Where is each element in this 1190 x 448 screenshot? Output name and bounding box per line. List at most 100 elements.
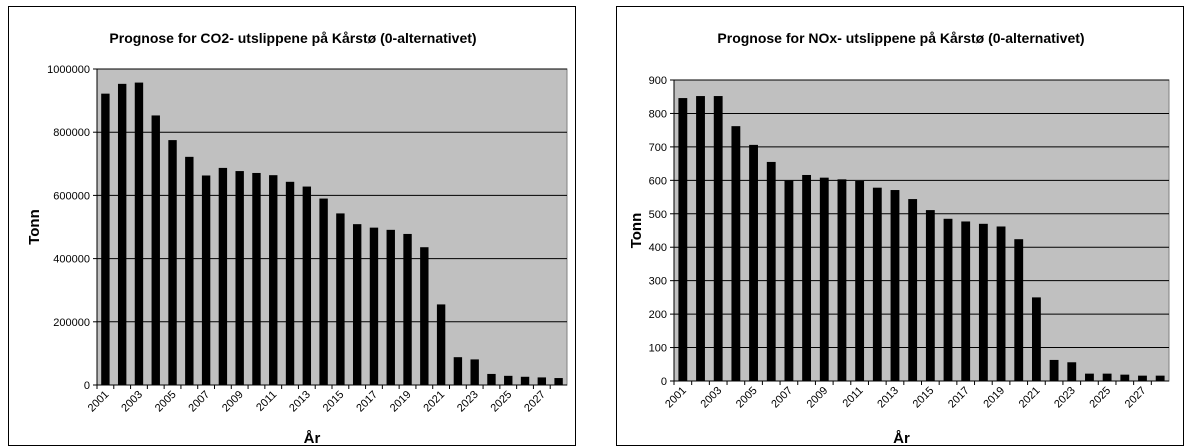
co2-bar: [470, 359, 479, 385]
co2-x-tick-label: 2001: [86, 389, 112, 415]
co2-y-tick-label: 600000: [53, 190, 90, 202]
co2-chart: Prognose for CO2- utslippene på Kårstø (…: [26, 30, 568, 447]
co2-x-tick-label: 2027: [522, 389, 548, 415]
nox-x-tick-label: 2019: [981, 385, 1007, 411]
co2-x-tick-label: 2023: [455, 389, 481, 415]
nox-y-tick-label: 400: [649, 242, 667, 254]
co2-bar: [134, 82, 144, 385]
co2-bar: [185, 156, 194, 385]
nox-bar: [1085, 373, 1094, 381]
co2-bar: [235, 171, 244, 385]
nox-bar: [837, 179, 847, 381]
nox-x-tick-label: 2027: [1123, 385, 1149, 411]
nox-x-tick-label: 2005: [734, 385, 760, 411]
nox-bar: [1102, 373, 1112, 381]
nox-y-tick-label: 100: [649, 343, 667, 355]
nox-y-tick-label: 200: [649, 309, 667, 321]
nox-bar: [1014, 239, 1024, 381]
co2-bar: [487, 373, 496, 385]
nox-x-tick-label: 2009: [805, 385, 831, 411]
co2-x-tick-label: 2019: [388, 389, 414, 415]
nox-x-tick-label: 2001: [663, 385, 689, 411]
co2-bar: [436, 304, 446, 385]
nox-y-tick-label: 800: [649, 108, 667, 120]
nox-plot-area: [673, 79, 1170, 382]
co2-chart-title: Prognose for CO2- utslippene på Kårstø (…: [109, 30, 476, 46]
nox-bar: [696, 96, 705, 381]
co2-chart-panel: Prognose for CO2- utslippene på Kårstø (…: [8, 6, 576, 447]
co2-x-tick-label: 2015: [321, 389, 347, 415]
nox-x-tick-label: 2017: [946, 385, 972, 411]
nox-x-tick-label: 2011: [841, 385, 866, 410]
co2-x-tick-label: 2021: [421, 389, 447, 415]
co2-x-tick-label: 2025: [489, 389, 515, 415]
nox-bar: [1049, 359, 1059, 381]
nox-chart-title: Prognose for NOx- utslippene på Kårstø (…: [717, 30, 1084, 46]
nox-bar: [731, 126, 741, 381]
nox-y-tick-label: 0: [661, 376, 667, 388]
co2-bar: [201, 175, 211, 385]
nox-bar: [1138, 375, 1147, 381]
co2-bar: [269, 175, 278, 385]
nox-x-tick-label: 2013: [875, 385, 901, 411]
co2-x-tick-label: 2011: [254, 389, 279, 414]
co2-bar: [520, 376, 530, 385]
co2-bar: [352, 224, 362, 385]
nox-bar: [1155, 375, 1165, 381]
nox-bar: [713, 96, 723, 381]
co2-y-tick-label: 1000000: [47, 64, 90, 76]
co2-bar: [168, 140, 177, 385]
nox-y-tick-label: 700: [649, 142, 667, 154]
nox-y-tick-label: 300: [649, 276, 667, 288]
nox-bar: [961, 221, 971, 381]
nox-bar: [678, 98, 688, 381]
nox-bar: [819, 177, 829, 381]
co2-y-tick-label: 0: [84, 380, 90, 392]
nox-bar: [1067, 362, 1077, 381]
nox-bar: [1120, 374, 1130, 381]
co2-bar: [537, 377, 547, 385]
nox-y-tick-label: 600: [649, 175, 667, 187]
nox-bar: [872, 187, 882, 381]
co2-bar: [453, 357, 463, 385]
co2-y-tick-label: 200000: [53, 317, 90, 329]
co2-bar: [403, 233, 412, 385]
co2-bar: [336, 213, 345, 385]
co2-bar: [386, 229, 395, 385]
co2-x-tick-label: 2005: [153, 389, 179, 415]
co2-bar: [302, 186, 312, 385]
co2-bar: [504, 375, 513, 385]
nox-chart-panel: Prognose for NOx- utslippene på Kårstø (…: [616, 6, 1184, 447]
co2-bar: [117, 83, 127, 386]
nox-x-axis-title: År: [893, 430, 910, 447]
nox-x-tick-label: 2025: [1087, 385, 1113, 411]
nox-bar: [1031, 297, 1041, 381]
nox-y-tick-label: 500: [649, 209, 667, 221]
co2-bar: [369, 227, 379, 385]
co2-x-tick-label: 2007: [186, 389, 212, 415]
nox-bar: [766, 161, 776, 381]
co2-bar: [319, 198, 328, 385]
nox-bar: [749, 144, 758, 381]
nox-x-tick-label: 2007: [769, 385, 795, 411]
co2-x-tick-label: 2013: [287, 389, 313, 415]
nox-y-tick-label: 900: [649, 75, 667, 87]
co2-plot-area: [96, 68, 568, 386]
co2-bar: [285, 181, 295, 385]
nox-chart: Prognose for NOx- utslippene på Kårstø (…: [628, 30, 1170, 447]
nox-bar: [925, 210, 935, 381]
co2-bar: [101, 93, 110, 385]
nox-bar: [784, 180, 794, 381]
co2-y-tick-label: 800000: [53, 127, 90, 139]
nox-y-axis-title: Tonn: [628, 213, 645, 249]
co2-x-tick-label: 2009: [220, 389, 246, 415]
co2-y-tick-label: 400000: [53, 254, 90, 266]
nox-x-tick-label: 2003: [699, 385, 725, 411]
nox-x-tick-label: 2021: [1017, 385, 1043, 411]
co2-bar: [252, 172, 261, 385]
nox-bar: [978, 223, 988, 381]
nox-bar: [890, 190, 900, 381]
co2-bar: [218, 167, 228, 385]
nox-bar: [802, 174, 812, 381]
nox-bar: [996, 226, 1006, 381]
